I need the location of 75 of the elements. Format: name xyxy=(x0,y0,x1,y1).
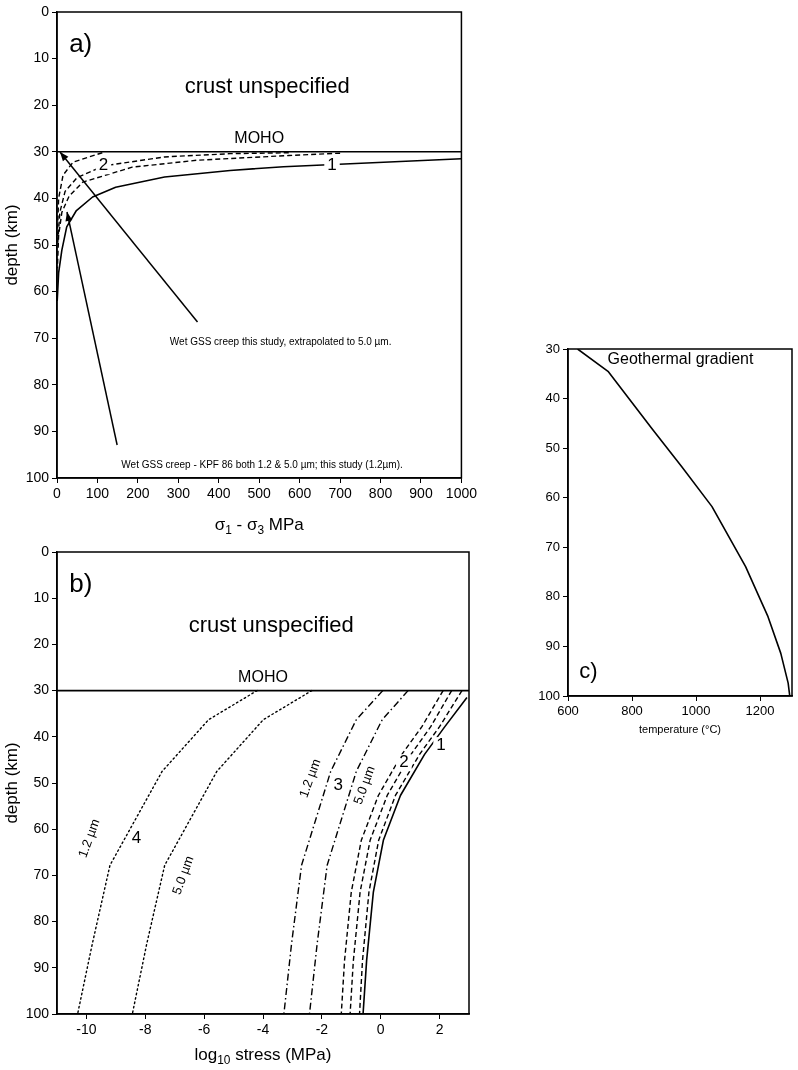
y-tick-label: 40 xyxy=(545,390,560,406)
annotation: crust unspecified xyxy=(188,611,354,637)
y-tick-label: 60 xyxy=(33,282,50,299)
x-tick-label: -2 xyxy=(315,1021,329,1038)
annotation: 5.0 µm xyxy=(350,763,378,807)
y-tick-label: 50 xyxy=(545,439,560,455)
x-tick-label: 0 xyxy=(53,485,62,502)
x-tick-label: -10 xyxy=(76,1021,97,1038)
y-tick-label: 50 xyxy=(33,235,50,252)
x-tick-label: -4 xyxy=(256,1021,270,1038)
y-axis-title: depth (km) xyxy=(1,742,21,824)
x-tick-label: 1000 xyxy=(681,703,711,719)
annotation: 4 xyxy=(131,828,142,848)
annotation: 1 xyxy=(327,155,337,174)
y-tick-label: 0 xyxy=(41,542,50,559)
y-tick-label: 0 xyxy=(41,2,50,19)
annotation: 3 xyxy=(333,775,344,794)
x-tick-label: 600 xyxy=(557,703,579,719)
y-tick-label: 80 xyxy=(545,588,560,604)
y-tick-label: 70 xyxy=(33,866,50,883)
x-tick-label: -8 xyxy=(139,1021,152,1038)
y-tick-label: 20 xyxy=(33,635,50,652)
x-tick-label: 1200 xyxy=(745,703,775,719)
x-tick-label: 800 xyxy=(621,703,643,719)
y-tick-label: 100 xyxy=(25,1004,50,1021)
annotation: 2 xyxy=(399,752,409,772)
y-tick-label: 60 xyxy=(33,820,50,837)
x-axis-title: temperature (°C) xyxy=(638,722,722,735)
y-tick-label: 70 xyxy=(33,329,50,346)
x-tick-label: 400 xyxy=(207,485,231,502)
x-tick-label: 200 xyxy=(126,485,150,502)
y-tick-label: 30 xyxy=(33,681,50,698)
y-tick-label: 10 xyxy=(33,589,50,606)
y-tick-label: 20 xyxy=(33,96,50,113)
y-tick-label: 100 xyxy=(25,468,50,485)
annotation: crust unspecified xyxy=(184,72,350,98)
ref-line-label: MOHO xyxy=(234,129,285,147)
annotation: Wet GSS creep this study, extrapolated to 5.0 µm. xyxy=(169,336,392,348)
annotation: c) xyxy=(579,657,598,683)
annotation: 1.2 µm xyxy=(74,816,103,860)
y-tick-label: 90 xyxy=(33,958,50,975)
x-tick-label: 0 xyxy=(376,1021,385,1038)
ref-line-label: MOHO xyxy=(238,668,288,686)
x-tick-label: -6 xyxy=(197,1021,211,1038)
annotation: 2 xyxy=(98,155,109,175)
x-tick-label: 2 xyxy=(435,1021,444,1038)
y-axis-title: depth (km) xyxy=(1,204,21,286)
annotation: b) xyxy=(69,567,93,598)
y-tick-label: 80 xyxy=(33,375,50,392)
y-tick-label: 10 xyxy=(33,49,50,66)
y-tick-label: 60 xyxy=(545,489,560,505)
y-tick-label: 50 xyxy=(33,773,50,790)
x-tick-label: 900 xyxy=(409,485,433,502)
annotation: 5.0 µm xyxy=(168,853,197,897)
annotation: a) xyxy=(69,27,93,58)
x-tick-label: 800 xyxy=(368,485,393,502)
y-tick-label: 30 xyxy=(545,340,560,356)
y-tick-label: 70 xyxy=(545,538,560,554)
annotation: 1.2 µm xyxy=(295,756,324,800)
series-label: Geothermal gradient xyxy=(607,350,755,368)
y-tick-label: 90 xyxy=(33,422,50,439)
y-tick-label: 80 xyxy=(33,912,50,929)
x-tick-label: 600 xyxy=(287,485,312,502)
x-tick-label: 1000 xyxy=(445,485,478,502)
y-tick-label: 40 xyxy=(33,727,50,744)
y-tick-label: 100 xyxy=(538,687,560,703)
y-tick-label: 90 xyxy=(545,638,560,654)
x-tick-label: 300 xyxy=(166,485,191,502)
x-tick-label: 100 xyxy=(85,485,110,502)
y-tick-label: 40 xyxy=(33,189,50,206)
y-tick-label: 30 xyxy=(33,142,50,159)
annotation: 1 xyxy=(436,735,446,755)
x-tick-label: 500 xyxy=(247,485,272,502)
annotation: Wet GSS creep - KPF 86 both 1.2 & 5.0 µm; this study (1.2µm). xyxy=(121,459,403,471)
x-tick-label: 700 xyxy=(328,485,352,502)
